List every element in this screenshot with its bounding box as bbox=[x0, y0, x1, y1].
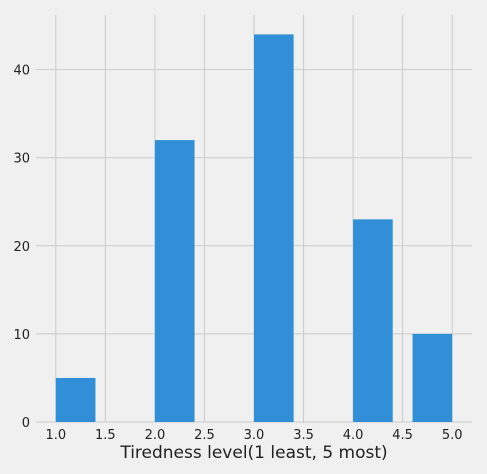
y-tick-label: 0 bbox=[22, 416, 30, 431]
x-axis-title: Tiredness level(1 least, 5 most) bbox=[119, 443, 387, 463]
x-tick-label: 2.5 bbox=[194, 428, 215, 443]
bar-4 bbox=[353, 219, 393, 422]
x-tick-label: 1.5 bbox=[95, 428, 116, 443]
x-tick-labels: 1.0 1.5 2.0 2.5 3.0 3.5 4.0 4.5 5.0 bbox=[45, 428, 462, 443]
y-tick-label: 10 bbox=[13, 328, 30, 343]
bars-group bbox=[55, 34, 453, 422]
y-tick-label: 20 bbox=[13, 240, 30, 255]
y-tick-labels: 0 10 20 30 40 bbox=[13, 64, 30, 431]
y-tick-label: 30 bbox=[13, 152, 30, 167]
x-tick-label: 4.0 bbox=[343, 428, 364, 443]
bar-1 bbox=[55, 377, 96, 422]
y-tick-label: 40 bbox=[13, 64, 30, 79]
x-tick-label: 3.0 bbox=[244, 428, 265, 443]
x-tick-label: 5.0 bbox=[442, 428, 463, 443]
bar-3 bbox=[254, 34, 294, 422]
bar-2 bbox=[154, 140, 195, 422]
x-tick-label: 4.5 bbox=[392, 428, 413, 443]
x-tick-label: 3.5 bbox=[293, 428, 314, 443]
x-tick-label: 2.0 bbox=[145, 428, 166, 443]
bar-5 bbox=[412, 333, 453, 422]
x-tick-label: 1.0 bbox=[45, 428, 66, 443]
